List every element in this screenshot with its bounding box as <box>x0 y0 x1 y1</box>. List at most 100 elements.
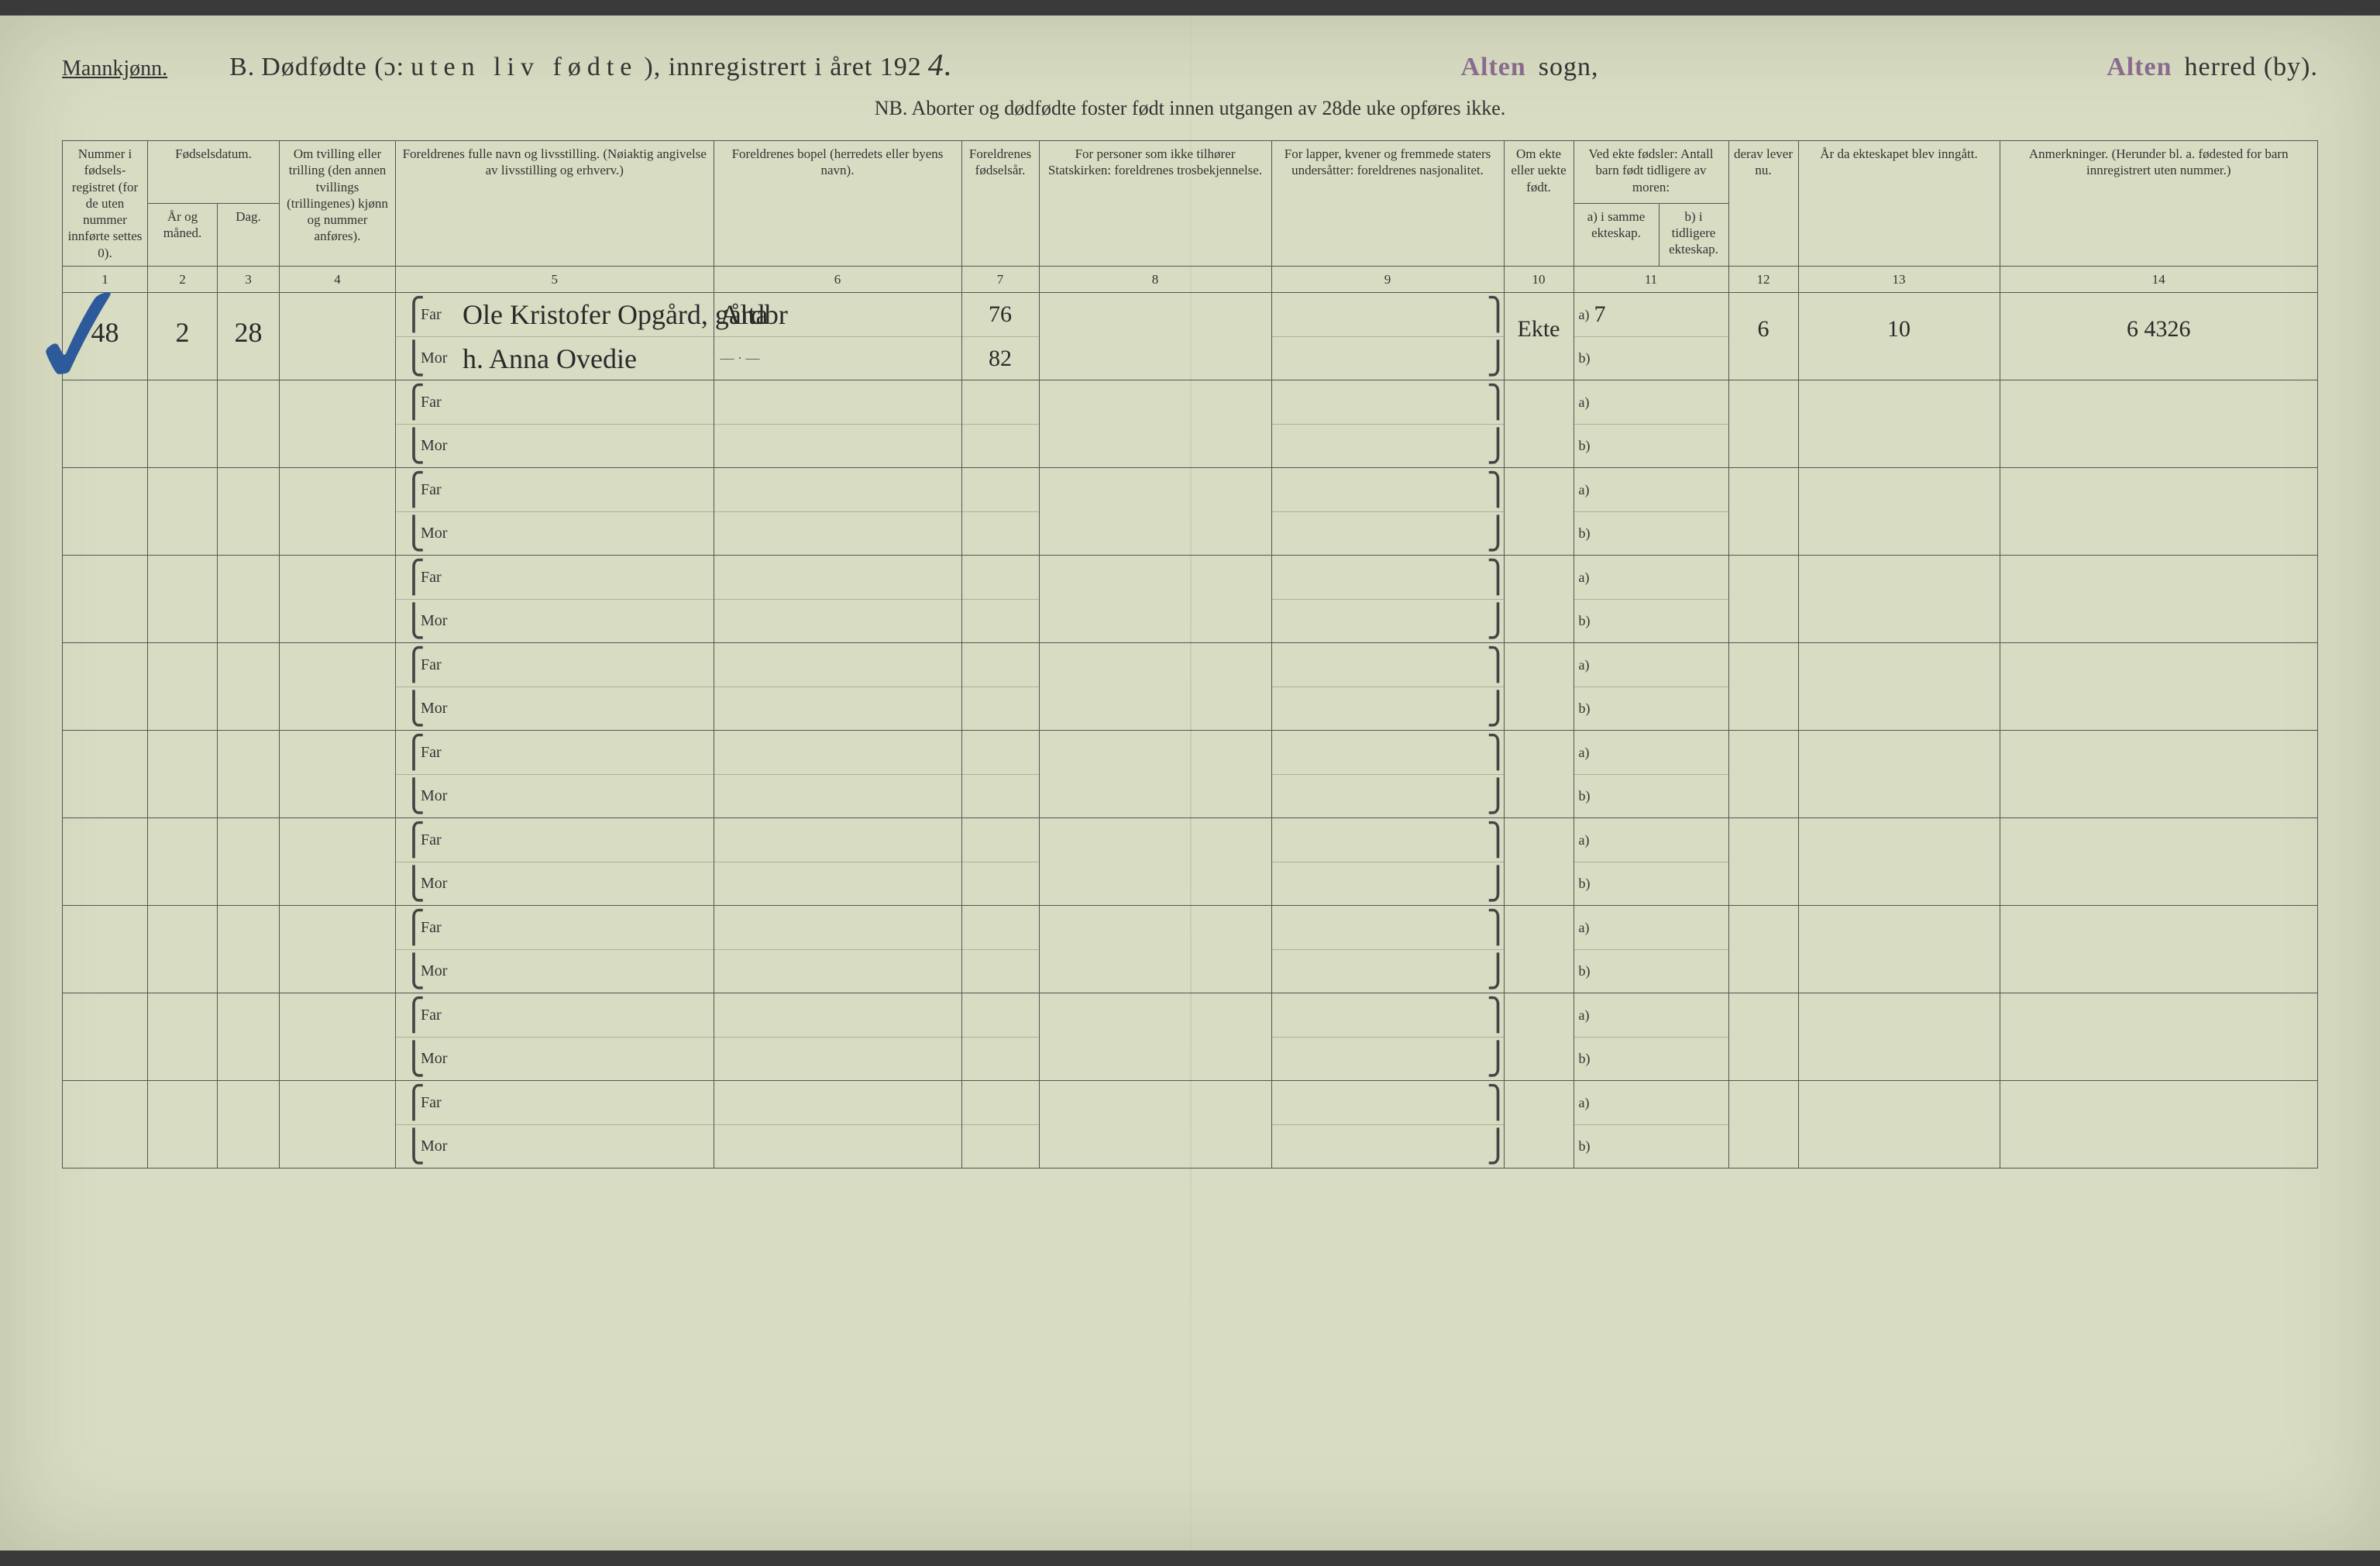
table-cell <box>1798 468 2000 556</box>
table-cell <box>2000 643 2317 731</box>
table-cell <box>1504 468 1573 556</box>
b-label: b) <box>1579 1138 1591 1155</box>
b-row: b) <box>1574 599 1728 642</box>
table-cell <box>63 818 148 906</box>
a-row: a) 7 <box>1574 293 1728 336</box>
table-cell <box>714 993 961 1081</box>
table-cell <box>1728 731 1798 818</box>
brace-bottom-r: ⎭ <box>1487 958 1498 986</box>
far-year: 76 <box>989 301 1012 328</box>
table-cell <box>218 906 280 993</box>
brace-top: ⎧ <box>402 651 413 679</box>
table-cell <box>148 468 218 556</box>
brace-bottom-r: ⎭ <box>1487 783 1498 811</box>
table-cell <box>1728 468 1798 556</box>
far-label: Far <box>421 481 455 499</box>
table-cell <box>714 556 961 643</box>
brace-top: ⎧ <box>402 301 413 329</box>
col-10-header: Om ekte eller uekte født. <box>1504 141 1573 267</box>
table-cell <box>2000 1081 2317 1168</box>
ab-cell: a) b) <box>1573 731 1728 818</box>
table-cell <box>961 643 1039 731</box>
brace-top-r: ⎫ <box>1487 388 1498 416</box>
table-cell: ⎫ ⎭ <box>1271 293 1504 380</box>
ab-cell: a) b) <box>1573 468 1728 556</box>
mor-year: 82 <box>989 346 1012 372</box>
entry-number: 48 <box>91 317 119 348</box>
bopel-mor: — · — <box>721 350 760 367</box>
table-cell <box>148 643 218 731</box>
col-7-header: For­eldrenes fødsels­år. <box>961 141 1039 267</box>
b-label: b) <box>1579 350 1591 367</box>
brace-top: ⎧ <box>402 1001 413 1029</box>
brace-bottom: ⎩ <box>402 1045 413 1073</box>
column-number-row: 1 2 3 4 5 6 7 8 9 10 11 12 13 14 <box>63 266 2318 292</box>
table-cell <box>63 643 148 731</box>
b-label: b) <box>1579 963 1591 979</box>
table-cell: ⎫ ⎭ <box>1271 468 1504 556</box>
table-cell <box>280 993 396 1081</box>
brace-top: ⎧ <box>402 476 413 504</box>
table-row: ⎧ Far ⎩ Mor ⎫ ⎭a) b) <box>63 993 2318 1081</box>
table-row: ⎧ Far ⎩ Mor ⎫ ⎭a) b) <box>63 818 2318 906</box>
table-cell <box>714 643 961 731</box>
sogn-label: sogn, <box>1539 53 1599 82</box>
table-cell <box>1728 818 1798 906</box>
colnum: 13 <box>1798 266 2000 292</box>
colnum: 10 <box>1504 266 1573 292</box>
brace-bottom-r: ⎭ <box>1487 695 1498 723</box>
b-row: b) <box>1574 1037 1728 1080</box>
table-row: ⎧ Far ⎩ Mor ⎫ ⎭a) b) <box>63 556 2318 643</box>
table-cell <box>1798 643 2000 731</box>
table-cell <box>280 731 396 818</box>
table-cell <box>2000 468 2317 556</box>
far-label: Far <box>421 744 455 762</box>
table-cell <box>2000 818 2317 906</box>
table-cell: ⎧ Far ⎩ Mor <box>396 643 714 731</box>
table-cell <box>148 556 218 643</box>
table-cell <box>961 731 1039 818</box>
far-label: Far <box>421 306 455 324</box>
a-row: a) <box>1574 993 1728 1037</box>
a-label: a) <box>1579 832 1590 848</box>
ekteskap-aar: 10 <box>1887 316 1911 342</box>
table-cell <box>2000 556 2317 643</box>
table-cell <box>148 1081 218 1168</box>
col-11b-header: b) i tidligere ekteskap. <box>1659 203 1728 266</box>
a-row: a) <box>1574 556 1728 599</box>
table-cell <box>218 1081 280 1168</box>
entry-year-month: 2 <box>176 317 190 348</box>
table-cell <box>218 643 280 731</box>
table-cell: ⎧ Far ⎩ Mor <box>396 380 714 468</box>
title-tail: ), innregistrert i året 192 <box>644 53 921 82</box>
brace-top-r: ⎫ <box>1487 563 1498 591</box>
far-label: Far <box>421 569 455 587</box>
b-label: b) <box>1579 525 1591 542</box>
far-label: Far <box>421 919 455 937</box>
table-cell: ⎧ Far ⎩ Mor <box>396 818 714 906</box>
mor-label: Mor <box>421 525 455 542</box>
b-label: b) <box>1579 613 1591 629</box>
lever-val: 6 <box>1758 316 1770 342</box>
b-row: b) <box>1574 424 1728 467</box>
table-cell: 6 <box>1728 293 1798 380</box>
brace-bottom: ⎩ <box>402 1133 413 1161</box>
col-1-header: Nummer i fødsels­registret (for de uten … <box>63 141 148 267</box>
table-cell: 6 4326 <box>2000 293 2317 380</box>
table-cell: ⎫ ⎭ <box>1271 993 1504 1081</box>
col-11a-header: a) i samme ekteskap. <box>1573 203 1659 266</box>
table-cell <box>63 1081 148 1168</box>
table-cell: 76 82 <box>961 293 1039 380</box>
b-row: b) <box>1574 336 1728 380</box>
brace-top-r: ⎫ <box>1487 1089 1498 1117</box>
table-cell <box>1728 1081 1798 1168</box>
mother-row: ⎩ Mor <box>396 511 713 555</box>
table-cell: 28 <box>218 293 280 380</box>
anm-val: 6 4326 <box>2127 316 2191 342</box>
table-cell <box>961 468 1039 556</box>
mother-row: ⎩ Mor <box>396 862 713 905</box>
table-cell: ⎧ Far Ole Kristofer Opgård, gårdbr ⎩ Mor… <box>396 293 714 380</box>
father-row: ⎧ Far <box>396 1081 713 1124</box>
title-spaced: uten liv fødte <box>411 53 638 82</box>
a-label: a) <box>1579 920 1590 936</box>
